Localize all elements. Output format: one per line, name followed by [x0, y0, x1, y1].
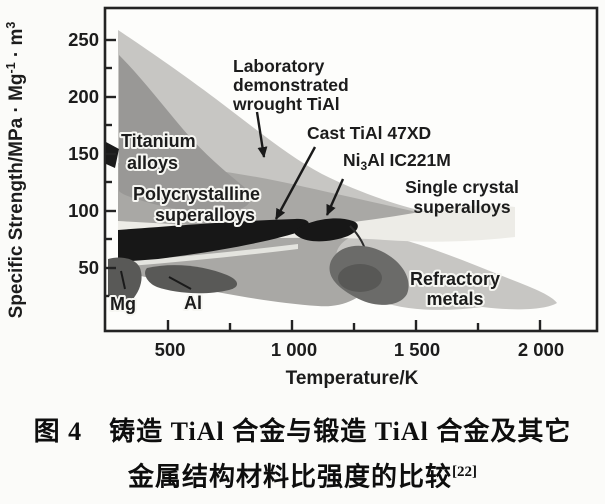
- y-tick-50: 50: [78, 257, 99, 278]
- label-laboratory-line1: Laboratory: [233, 56, 325, 76]
- x-tick-2000: 2 000: [518, 339, 564, 360]
- x-tick-500: 500: [155, 339, 186, 360]
- arrow-cast-tial: [274, 146, 317, 220]
- arrow-ni3al: [325, 178, 345, 216]
- label-cast-tial: Cast TiAl 47XD: [307, 123, 431, 143]
- x-axis-title: Temperature/K: [286, 368, 419, 389]
- label-mg: Mg: [110, 294, 136, 314]
- label-al: Al: [184, 293, 202, 313]
- region-cast-tial-47xd: [118, 218, 309, 262]
- region-ni3al-ic221m: [294, 218, 358, 242]
- label-laboratory-line2: demonstrated: [233, 75, 349, 95]
- caption-line1: 图 4 铸造 TiAl 合金与锻造 TiAl 合金及其它: [33, 417, 572, 446]
- region-mg: [108, 257, 142, 304]
- caption-line2: 金属结构材料比强度的比较[22]: [127, 462, 477, 492]
- region-refractory-core-dark: [338, 264, 382, 292]
- leader-mg: [120, 270, 126, 290]
- figure-caption: 图 4 铸造 TiAl 合金与锻造 TiAl 合金及其它 金属结构材料比强度的比…: [0, 412, 605, 498]
- label-single-crystal-line1: Single crystal: [405, 177, 519, 197]
- x-axis-ticks: [166, 320, 542, 331]
- region-al: [145, 265, 238, 294]
- region-seam: [118, 244, 298, 267]
- y-tick-250: 250: [68, 29, 99, 50]
- x-tick-1500: 1 500: [394, 339, 440, 360]
- label-poly-line1: Polycrystalline: [133, 184, 260, 204]
- arrow-wrought-tial: [255, 111, 268, 158]
- label-titanium-line1: Titanium: [121, 131, 196, 151]
- label-single-crystal-line2: superalloys: [413, 197, 511, 217]
- y-axis-title: Specific Strength/MPa · Mg-1 · m3: [4, 22, 27, 319]
- y-axis-ticks: [105, 38, 116, 298]
- label-poly-line2: superalloys: [155, 205, 255, 225]
- label-refractory-line2: metals: [426, 289, 483, 309]
- label-titanium-line2: alloys: [127, 153, 178, 173]
- leader-al: [168, 276, 192, 290]
- materials-property-chart: 50 100 150 200 250 500 1 000 1 500 2 000…: [4, 6, 599, 389]
- y-tick-200: 200: [68, 86, 99, 107]
- y-tick-100: 100: [68, 200, 99, 221]
- region-titanium-alloys: [119, 55, 251, 212]
- y-tick-150: 150: [68, 143, 99, 164]
- x-tick-1000: 1 000: [271, 339, 317, 360]
- label-laboratory-line3: wrought TiAl: [232, 94, 340, 114]
- label-refractory-line1: Refractory: [410, 269, 500, 289]
- caption-reference: [22]: [452, 464, 477, 480]
- label-ni3al: Ni3Al IC221M: [343, 150, 451, 173]
